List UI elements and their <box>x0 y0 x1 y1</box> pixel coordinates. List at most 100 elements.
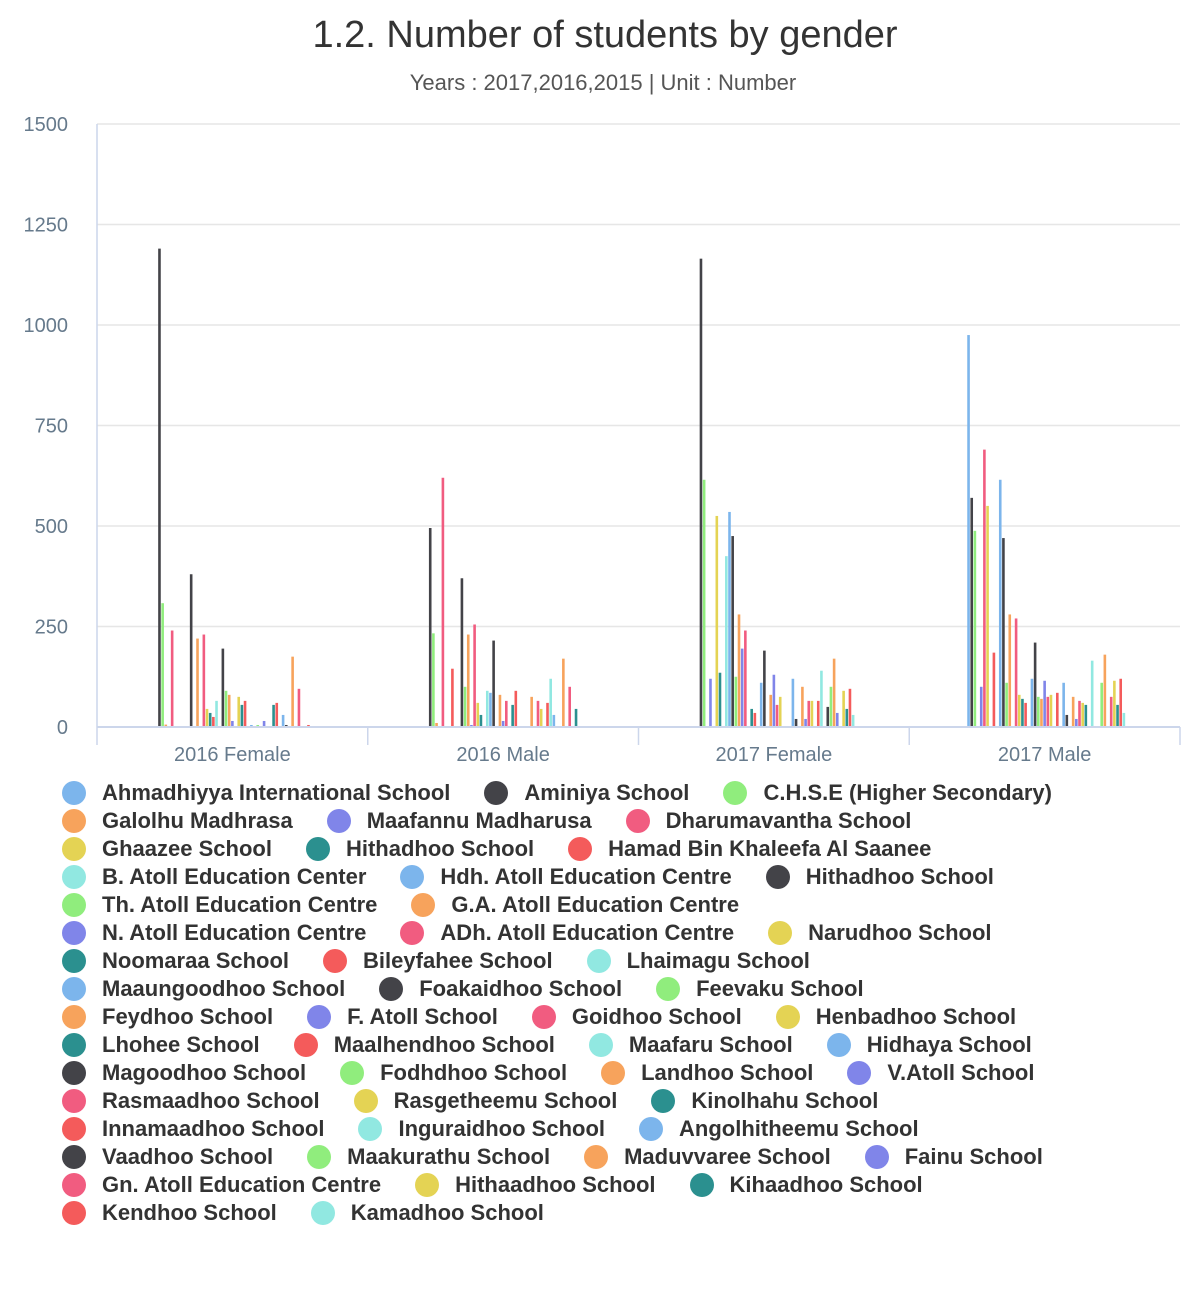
bar[interactable] <box>275 702 279 727</box>
bar[interactable] <box>794 718 798 727</box>
bar[interactable] <box>189 574 193 727</box>
bar[interactable] <box>1030 678 1034 727</box>
legend-item[interactable]: Bileyfahee School <box>323 948 553 974</box>
bar[interactable] <box>1116 704 1119 727</box>
bar[interactable] <box>212 716 215 727</box>
bar[interactable] <box>845 708 849 727</box>
legend-item[interactable]: Gn. Atoll Education Centre <box>62 1172 381 1198</box>
bar[interactable] <box>753 712 757 727</box>
legend-item[interactable]: Fodhdhoo School <box>340 1060 567 1086</box>
bar[interactable] <box>1046 696 1050 727</box>
legend-item[interactable]: Lhohee School <box>62 1032 260 1058</box>
bar[interactable] <box>801 686 804 727</box>
bar[interactable] <box>1103 654 1107 727</box>
bar[interactable] <box>728 511 731 727</box>
legend-item[interactable]: Ghaazee School <box>62 836 272 862</box>
bar[interactable] <box>718 672 722 727</box>
legend-item[interactable]: N. Atoll Education Centre <box>62 920 366 946</box>
bar[interactable] <box>709 678 712 727</box>
legend-item[interactable]: Hithadhoo School <box>765 864 994 890</box>
legend-item[interactable]: Maalhendhoo School <box>293 1032 555 1058</box>
bar[interactable] <box>731 536 734 727</box>
bar[interactable] <box>536 700 540 727</box>
bar[interactable] <box>479 714 483 727</box>
bar[interactable] <box>170 630 174 727</box>
legend-item[interactable]: Vaadhoo School <box>62 1144 273 1170</box>
bar[interactable] <box>851 714 855 727</box>
legend-item[interactable]: Th. Atoll Education Centre <box>62 892 377 918</box>
legend-item[interactable]: Hithadhoo School <box>305 836 534 862</box>
bar[interactable] <box>1021 698 1024 727</box>
bar[interactable] <box>1024 702 1027 727</box>
bar[interactable] <box>552 714 556 727</box>
bar[interactable] <box>1100 682 1103 727</box>
bar[interactable] <box>1081 702 1084 727</box>
bar[interactable] <box>1084 704 1088 727</box>
bar[interactable] <box>1017 694 1021 727</box>
bar[interactable] <box>763 650 766 727</box>
bar[interactable] <box>848 688 852 727</box>
bar[interactable] <box>549 678 552 727</box>
legend-item[interactable]: Dharumavantha School <box>625 808 911 834</box>
legend-item[interactable]: Hidhaya School <box>826 1032 1032 1058</box>
bar[interactable] <box>505 700 508 727</box>
bar[interactable] <box>1049 694 1053 727</box>
bar[interactable] <box>231 720 234 727</box>
bar[interactable] <box>1043 680 1046 727</box>
bar[interactable] <box>1014 618 1018 727</box>
bar[interactable] <box>158 248 161 727</box>
bar[interactable] <box>511 704 514 727</box>
legend-item[interactable]: ADh. Atoll Education Centre <box>400 920 734 946</box>
bar[interactable] <box>202 634 206 727</box>
legend-item[interactable]: Rasgetheemu School <box>353 1088 617 1114</box>
bar[interactable] <box>485 690 489 727</box>
legend-item[interactable]: Goidhoo School <box>531 1004 742 1030</box>
bar[interactable] <box>492 640 495 727</box>
legend-item[interactable]: Narudhoo School <box>768 920 992 946</box>
bar[interactable] <box>501 720 505 727</box>
bar[interactable] <box>759 682 763 727</box>
bar[interactable] <box>1008 614 1012 727</box>
bar[interactable] <box>1071 696 1075 727</box>
bar[interactable] <box>272 704 275 727</box>
bar[interactable] <box>810 700 814 727</box>
bar[interactable] <box>291 656 294 727</box>
bar[interactable] <box>432 633 435 727</box>
bar[interactable] <box>196 638 199 727</box>
legend-item[interactable]: Maduvvaree School <box>584 1144 831 1170</box>
bar[interactable] <box>451 668 454 727</box>
bar[interactable] <box>256 724 260 727</box>
bar[interactable] <box>1002 538 1005 727</box>
legend-item[interactable]: Galolhu Madhrasa <box>62 808 293 834</box>
legend-item[interactable]: Kamadhoo School <box>310 1200 544 1226</box>
bar[interactable] <box>574 708 578 727</box>
bar[interactable] <box>562 658 565 727</box>
bar[interactable] <box>463 686 467 727</box>
legend-item[interactable]: Feydhoo School <box>62 1004 273 1030</box>
legend-item[interactable]: Maafannu Madharusa <box>326 808 592 834</box>
bar[interactable] <box>750 708 753 727</box>
bar[interactable] <box>164 724 168 727</box>
bar[interactable] <box>297 688 301 727</box>
bar[interactable] <box>161 603 164 727</box>
bar[interactable] <box>1040 698 1043 727</box>
bar[interactable] <box>1078 700 1081 727</box>
legend-item[interactable]: Noomaraa School <box>62 948 289 974</box>
bar[interactable] <box>1005 682 1008 727</box>
legend-item[interactable]: Inguraidhoo School <box>358 1116 605 1142</box>
bar[interactable] <box>807 700 811 727</box>
legend-item[interactable]: F. Atoll School <box>307 1004 498 1030</box>
bar[interactable] <box>737 614 741 727</box>
legend-item[interactable]: C.H.S.E (Higher Secondary) <box>723 780 1052 806</box>
legend-item[interactable]: Hdh. Atoll Education Centre <box>400 864 732 890</box>
bar[interactable] <box>435 722 438 727</box>
legend-item[interactable]: Lhaimagu School <box>586 948 810 974</box>
bar[interactable] <box>215 700 218 727</box>
bar[interactable] <box>307 724 310 727</box>
legend-item[interactable]: Magoodhoo School <box>62 1060 306 1086</box>
legend-item[interactable]: Maafaru School <box>588 1032 793 1058</box>
bar[interactable] <box>224 690 228 727</box>
legend-item[interactable]: Henbadhoo School <box>775 1004 1016 1030</box>
bar[interactable] <box>791 678 795 727</box>
bar[interactable] <box>778 696 782 727</box>
